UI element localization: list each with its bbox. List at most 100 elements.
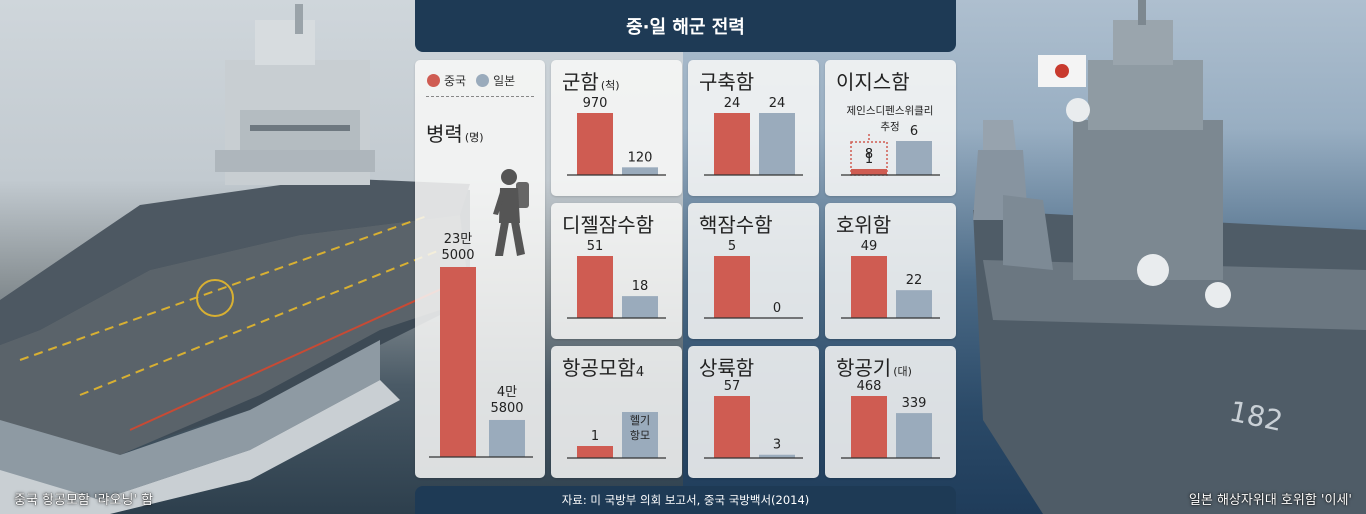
frigate-chart: 49 22 <box>841 239 940 319</box>
japan-personnel-label: 4만 <box>497 385 517 400</box>
warships-chart: 970 120 <box>567 96 666 176</box>
infographic-title: 중·일 해군 전력 <box>415 0 956 52</box>
legend-japan-swatch <box>476 74 490 87</box>
japan-value-label: 24 <box>769 96 786 111</box>
japan-bar <box>759 113 795 175</box>
carrier-title: 항공모함 <box>562 352 636 381</box>
amphibious-card: 상륙함 57 3 <box>688 346 819 478</box>
china-bar <box>577 113 613 175</box>
frigate-title: 호위함 <box>836 209 891 238</box>
legend: 중국 일본 <box>427 72 525 89</box>
aegis-title: 이지스함 <box>836 66 910 95</box>
frigate-title-text: 호위함 <box>836 213 892 237</box>
personnel-title: 병력 (명) <box>426 118 484 147</box>
aegis-card: 이지스함 1 6 제인스디펜스위클리 추정 8 <box>825 60 956 196</box>
right-photo-caption: 일본 해상자위대 호위함 '이세' <box>1188 493 1352 508</box>
aegis-estimate-outline <box>850 141 888 176</box>
carrier-annotation-label: 항모 <box>630 429 650 442</box>
china-bar <box>714 113 750 175</box>
diesel-sub-title: 디젤잠수함 <box>562 209 654 238</box>
source-note: 자료: 미 국방부 의회 보고서, 중국 국방백서(2014) <box>415 486 956 514</box>
japan-value-label: 339 <box>902 396 927 411</box>
china-value-label: 5 <box>728 239 736 254</box>
aegis-title-text: 이지스함 <box>836 70 910 94</box>
carrier-title-text: 항공모함 <box>562 356 636 380</box>
destroyers-chart: 24 24 <box>704 96 803 176</box>
diesel-sub-card: 디젤잠수함 51 18 <box>551 203 682 339</box>
amphibious-title-text: 상륙함 <box>699 356 755 380</box>
china-value-label: 51 <box>587 239 604 254</box>
japan-bar <box>622 412 658 458</box>
china-value-label: 57 <box>724 379 741 394</box>
china-value-label: 49 <box>861 239 878 254</box>
china-bar <box>714 396 750 458</box>
amphibious-chart: 57 3 <box>704 379 803 459</box>
frigate-card: 호위함 49 22 <box>825 203 956 339</box>
japan-bar <box>622 296 658 318</box>
japan-value-label: 0 <box>773 301 781 316</box>
aircraft-unit: (대) <box>893 365 912 378</box>
japan-bar <box>896 290 932 318</box>
aegis-annotation-label: 제인스디펜스위클리 <box>847 104 934 117</box>
nuclear-sub-title: 핵잠수함 <box>699 209 773 238</box>
aegis-estimate-value: 8 <box>865 147 873 162</box>
japan-value-label: 4 <box>636 365 644 380</box>
china-personnel-label: 5000 <box>441 248 474 263</box>
aegis-annotation-label: 추정 <box>880 121 899 133</box>
aircraft-title-text: 항공기 <box>836 356 892 380</box>
aircraft-card: 항공기 (대) 468 339 <box>825 346 956 478</box>
china-bar <box>851 396 887 458</box>
carrier-illustration <box>0 4 470 514</box>
japan-personnel-bar <box>489 419 525 457</box>
china-personnel-label: 23만 <box>444 232 473 247</box>
japan-value-label: 18 <box>632 279 649 294</box>
destroyers-title-text: 구축함 <box>699 70 755 94</box>
amphibious-title: 상륙함 <box>699 352 754 381</box>
destroyers-card: 구축함 24 24 <box>688 60 819 196</box>
japan-value-label: 120 <box>628 150 653 165</box>
japan-personnel-label: 5800 <box>490 401 523 416</box>
china-bar <box>851 256 887 318</box>
personnel-title-text: 병력 <box>426 122 463 146</box>
aircraft-title: 항공기 (대) <box>836 352 912 381</box>
japan-bar <box>896 413 932 458</box>
nuclear-sub-chart: 50 <box>704 239 803 319</box>
carrier-annotation-label: 헬기 <box>630 414 650 427</box>
warships-title: 군함 (척) <box>562 66 620 95</box>
china-bar <box>851 169 887 175</box>
legend-divider <box>426 96 534 97</box>
warships-card: 군함 (척) 970 120 <box>551 60 682 196</box>
china-personnel-bar <box>440 267 476 457</box>
japan-value-label: 22 <box>906 273 923 288</box>
aircraft-chart: 468 339 <box>841 379 940 459</box>
china-bar <box>577 256 613 318</box>
china-bar <box>714 256 750 318</box>
china-value-label: 970 <box>583 96 608 111</box>
japan-value-label: 3 <box>773 438 781 453</box>
japan-value-label: 6 <box>910 124 918 139</box>
japan-bar <box>896 141 932 175</box>
warships-unit: (척) <box>600 79 620 92</box>
left-photo-caption: 중국 항공모함 '랴오닝' 함 <box>14 493 154 508</box>
china-value-label: 468 <box>857 379 882 394</box>
diesel-sub-title-text: 디젤잠수함 <box>562 213 654 237</box>
personnel-card: 중국 일본 병력 (명) 23만 5000 4만 5800 <box>415 60 545 478</box>
china-value-label: 24 <box>724 96 741 111</box>
legend-china-label: 중국 <box>444 74 467 88</box>
japan-bar <box>759 454 795 458</box>
nuclear-sub-title-text: 핵잠수함 <box>699 213 773 237</box>
destroyers-title: 구축함 <box>699 66 754 95</box>
japan-bar <box>622 167 658 175</box>
legend-china-swatch <box>427 74 440 87</box>
china-value-label: 1 <box>591 429 599 444</box>
personnel-unit: (명) <box>464 131 484 144</box>
destroyer-illustration: 182 <box>973 0 1366 514</box>
china-bar <box>577 446 613 458</box>
warships-title-text: 군함 <box>562 70 599 94</box>
